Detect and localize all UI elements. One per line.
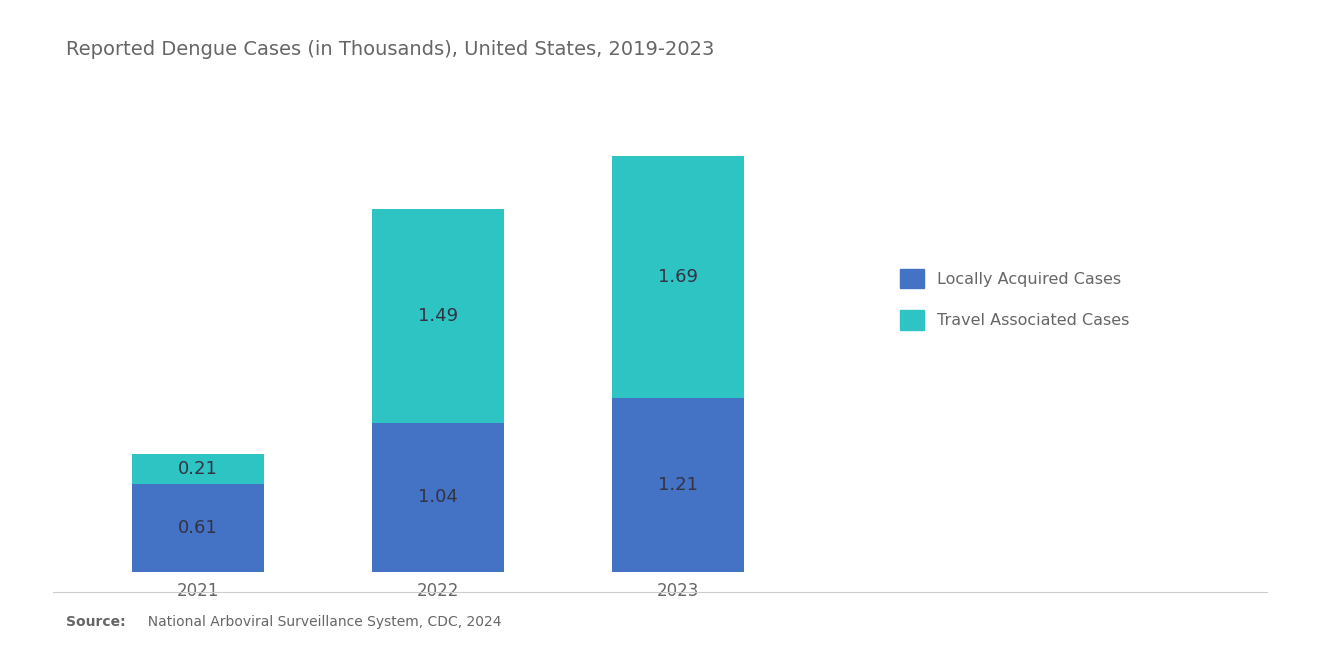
Bar [132, 454, 264, 484]
Bar [372, 209, 504, 422]
Legend: Locally Acquired Cases, Travel Associated Cases: Locally Acquired Cases, Travel Associate… [892, 261, 1138, 338]
Text: 1.69: 1.69 [657, 268, 698, 286]
Bar [612, 398, 744, 572]
Text: 0.61: 0.61 [178, 519, 218, 537]
Text: National Arboviral Surveillance System, CDC, 2024: National Arboviral Surveillance System, … [139, 614, 502, 629]
Text: Reported Dengue Cases (in Thousands), United States, 2019-2023: Reported Dengue Cases (in Thousands), Un… [66, 40, 714, 59]
Bar [132, 484, 264, 572]
Text: 1.49: 1.49 [418, 307, 458, 325]
Text: 1.21: 1.21 [657, 476, 698, 494]
Text: 1.04: 1.04 [418, 488, 458, 506]
Bar [612, 156, 744, 398]
Text: 0.21: 0.21 [178, 460, 218, 478]
Text: Source:: Source: [66, 614, 125, 629]
Bar [372, 422, 504, 572]
